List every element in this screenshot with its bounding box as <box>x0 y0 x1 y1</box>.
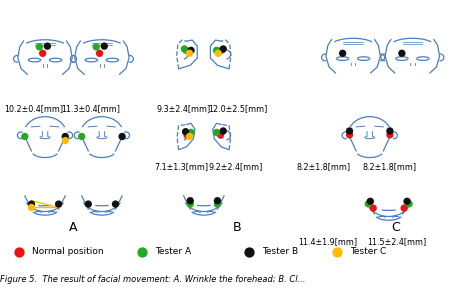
Point <box>62 138 69 143</box>
Point <box>398 51 406 56</box>
Point <box>27 202 35 206</box>
Point <box>84 202 92 206</box>
Point <box>365 202 372 206</box>
Point <box>96 51 103 56</box>
Point <box>187 48 195 53</box>
Point <box>27 205 35 210</box>
Text: 11.5±2.4[mm]: 11.5±2.4[mm] <box>367 237 427 246</box>
Point <box>346 132 353 137</box>
Point <box>78 134 85 139</box>
Point <box>181 47 188 51</box>
Point <box>386 129 394 133</box>
Text: 9.2±2.4[mm]: 9.2±2.4[mm] <box>209 163 263 172</box>
Point <box>36 45 43 49</box>
Point <box>339 51 346 56</box>
Point <box>112 202 119 206</box>
Point <box>213 48 220 53</box>
Point <box>183 132 191 137</box>
Point <box>214 198 221 203</box>
Point <box>21 134 28 139</box>
Text: 11.4±1.9[mm]: 11.4±1.9[mm] <box>299 237 358 246</box>
Point <box>366 199 374 204</box>
Point <box>15 250 23 254</box>
Text: 10.2±0.4[mm]: 10.2±0.4[mm] <box>4 104 63 113</box>
Point <box>186 134 193 139</box>
Point <box>214 202 221 206</box>
Point <box>333 250 340 254</box>
Text: Tester B: Tester B <box>262 248 298 256</box>
Point <box>245 250 253 254</box>
Text: 11.3±0.4[mm]: 11.3±0.4[mm] <box>61 104 119 113</box>
Text: Figure 5.  The result of facial movement: A. Wrinkle the forehead; B. Cl...: Figure 5. The result of facial movement:… <box>0 275 306 285</box>
Point <box>138 250 146 254</box>
Point <box>187 130 195 135</box>
Point <box>186 51 193 56</box>
Point <box>55 202 63 206</box>
Text: Tester C: Tester C <box>350 248 386 256</box>
Point <box>118 134 126 139</box>
Point <box>186 198 194 203</box>
Text: B: B <box>233 221 241 234</box>
Text: Normal position: Normal position <box>32 248 104 256</box>
Point <box>214 51 222 56</box>
Point <box>403 199 411 204</box>
Point <box>346 129 353 133</box>
Text: 7.1±1.3[mm]: 7.1±1.3[mm] <box>154 163 208 172</box>
Point <box>39 51 46 56</box>
Point <box>44 44 51 48</box>
Point <box>217 132 224 137</box>
Point <box>184 49 192 54</box>
Point <box>213 130 220 135</box>
Text: 12.0±2.5[mm]: 12.0±2.5[mm] <box>209 104 268 113</box>
Point <box>386 132 394 137</box>
Text: Tester A: Tester A <box>155 248 191 256</box>
Text: C: C <box>392 221 400 234</box>
Text: A: A <box>69 221 78 234</box>
Point <box>62 134 69 139</box>
Point <box>219 129 227 133</box>
Point <box>100 44 108 48</box>
Point <box>405 202 413 206</box>
Point <box>401 206 408 210</box>
Text: 8.2±1.8[mm]: 8.2±1.8[mm] <box>296 163 350 172</box>
Text: 8.2±1.8[mm]: 8.2±1.8[mm] <box>363 163 417 172</box>
Point <box>186 202 194 206</box>
Point <box>216 49 223 54</box>
Point <box>219 47 227 51</box>
Point <box>369 206 377 210</box>
Point <box>92 45 100 49</box>
Point <box>182 130 190 134</box>
Text: 9.3±2.4[mm]: 9.3±2.4[mm] <box>156 104 210 113</box>
